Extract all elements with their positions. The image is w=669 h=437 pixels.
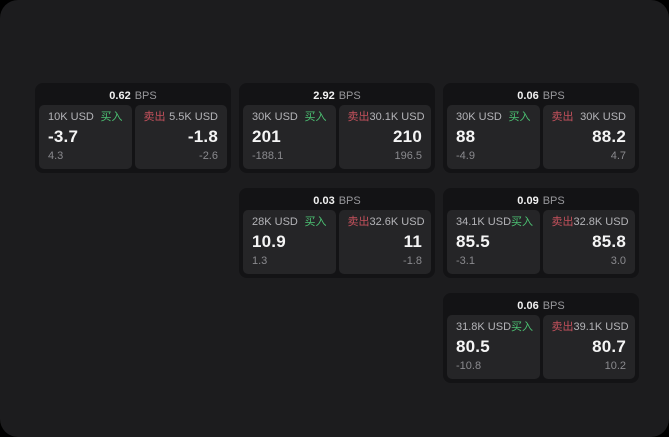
buy-panel[interactable]: 30K USD 买入 88 -4.9 xyxy=(447,105,540,169)
buy-delta: -188.1 xyxy=(252,150,284,162)
sell-amount: 32.8K USD xyxy=(573,216,629,228)
sell-price: 11 xyxy=(403,232,422,251)
sell-label: 卖出 xyxy=(551,111,574,123)
sell-amount: 39.1K USD xyxy=(573,321,629,333)
spread-value: 2.92 xyxy=(313,90,335,102)
spread-header: 0.06 BPS xyxy=(447,297,635,315)
buy-price: 88 xyxy=(456,127,476,146)
sell-panel[interactable]: 卖出 32.6K USD 11 -1.8 xyxy=(338,210,431,274)
quote-card: 2.92 BPS 30K USD 买入 201 -188.1 卖出 30.1K … xyxy=(239,83,435,173)
sell-amount: 30.1K USD xyxy=(369,111,425,123)
sell-price: -1.8 xyxy=(187,127,218,146)
quote-panels: 31.8K USD 买入 80.5 -10.8 卖出 39.1K USD 80.… xyxy=(447,315,635,379)
buy-label: 买入 xyxy=(100,111,123,123)
spread-header: 2.92 BPS xyxy=(243,87,431,105)
sell-delta: -1.8 xyxy=(403,255,422,267)
bps-label: BPS xyxy=(134,90,157,102)
buy-label: 买入 xyxy=(508,111,531,123)
buy-price: 85.5 xyxy=(456,232,490,251)
quote-panels: 28K USD 买入 10.9 1.3 卖出 32.6K USD 11 -1.8 xyxy=(243,210,431,274)
buy-price: -3.7 xyxy=(48,127,79,146)
buy-panel[interactable]: 30K USD 买入 201 -188.1 xyxy=(243,105,336,169)
bps-label: BPS xyxy=(542,90,565,102)
sell-price: 210 xyxy=(393,127,422,146)
spread-header: 0.62 BPS xyxy=(39,87,227,105)
spread-header: 0.09 BPS xyxy=(447,192,635,210)
buy-delta: -10.8 xyxy=(456,360,482,372)
buy-panel[interactable]: 31.8K USD 买入 80.5 -10.8 xyxy=(447,315,540,379)
buy-amount: 34.1K USD xyxy=(456,216,512,228)
sell-delta: 196.5 xyxy=(394,150,422,162)
buy-price: 201 xyxy=(252,127,281,146)
quote-panels: 34.1K USD 买入 85.5 -3.1 卖出 32.8K USD 85.8… xyxy=(447,210,635,274)
quote-card-grid: 0.62 BPS 10K USD 买入 -3.7 4.3 卖出 5.5K USD xyxy=(35,83,639,383)
buy-panel[interactable]: 10K USD 买入 -3.7 4.3 xyxy=(39,105,132,169)
sell-label: 卖出 xyxy=(347,216,370,228)
buy-amount: 30K USD xyxy=(456,111,502,123)
quote-card: 0.62 BPS 10K USD 买入 -3.7 4.3 卖出 5.5K USD xyxy=(35,83,231,173)
buy-label: 买入 xyxy=(511,321,534,333)
spread-value: 0.06 xyxy=(517,90,539,102)
sell-delta: 3.0 xyxy=(610,255,626,267)
spread-header: 0.06 BPS xyxy=(447,87,635,105)
sell-delta: 10.2 xyxy=(604,360,626,372)
sell-label: 卖出 xyxy=(551,321,574,333)
sell-price: 80.7 xyxy=(592,337,626,356)
spread-value: 0.09 xyxy=(517,195,539,207)
buy-amount: 10K USD xyxy=(48,111,94,123)
quote-card: 0.06 BPS 31.8K USD 买入 80.5 -10.8 卖出 39.1… xyxy=(443,293,639,383)
sell-delta: -2.6 xyxy=(199,150,218,162)
buy-label: 买入 xyxy=(304,216,327,228)
bps-label: BPS xyxy=(338,90,361,102)
sell-amount: 5.5K USD xyxy=(169,111,218,123)
sell-panel[interactable]: 卖出 39.1K USD 80.7 10.2 xyxy=(542,315,635,379)
buy-amount: 28K USD xyxy=(252,216,298,228)
buy-price: 80.5 xyxy=(456,337,490,356)
buy-delta: -3.1 xyxy=(456,255,475,267)
spread-value: 0.03 xyxy=(313,195,335,207)
sell-amount: 30K USD xyxy=(580,111,626,123)
buy-panel[interactable]: 34.1K USD 买入 85.5 -3.1 xyxy=(447,210,540,274)
sell-panel[interactable]: 卖出 30K USD 88.2 4.7 xyxy=(542,105,635,169)
sell-panel[interactable]: 卖出 30.1K USD 210 196.5 xyxy=(338,105,431,169)
sell-amount: 32.6K USD xyxy=(369,216,425,228)
buy-delta: 1.3 xyxy=(252,255,268,267)
spread-header: 0.03 BPS xyxy=(243,192,431,210)
buy-price: 10.9 xyxy=(252,232,286,251)
bps-label: BPS xyxy=(542,300,565,312)
quote-panels: 30K USD 买入 201 -188.1 卖出 30.1K USD 210 1… xyxy=(243,105,431,169)
buy-amount: 31.8K USD xyxy=(456,321,512,333)
spread-value: 0.06 xyxy=(517,300,539,312)
buy-delta: -4.9 xyxy=(456,150,475,162)
bps-label: BPS xyxy=(542,195,565,207)
quote-card: 0.03 BPS 28K USD 买入 10.9 1.3 卖出 32.6K US… xyxy=(239,188,435,278)
buy-panel[interactable]: 28K USD 买入 10.9 1.3 xyxy=(243,210,336,274)
sell-panel[interactable]: 卖出 5.5K USD -1.8 -2.6 xyxy=(134,105,227,169)
sell-delta: 4.7 xyxy=(610,150,626,162)
bps-label: BPS xyxy=(338,195,361,207)
spread-value: 0.62 xyxy=(109,90,131,102)
buy-amount: 30K USD xyxy=(252,111,298,123)
sell-price: 85.8 xyxy=(592,232,626,251)
quote-card: 0.06 BPS 30K USD 买入 88 -4.9 卖出 30K USD xyxy=(443,83,639,173)
sell-price: 88.2 xyxy=(592,127,626,146)
buy-label: 买入 xyxy=(511,216,534,228)
quote-card: 0.09 BPS 34.1K USD 买入 85.5 -3.1 卖出 32.8K… xyxy=(443,188,639,278)
buy-label: 买入 xyxy=(304,111,327,123)
sell-label: 卖出 xyxy=(347,111,370,123)
sell-panel[interactable]: 卖出 32.8K USD 85.8 3.0 xyxy=(542,210,635,274)
sell-label: 卖出 xyxy=(143,111,166,123)
quote-panels: 30K USD 买入 88 -4.9 卖出 30K USD 88.2 4.7 xyxy=(447,105,635,169)
sell-label: 卖出 xyxy=(551,216,574,228)
quote-panels: 10K USD 买入 -3.7 4.3 卖出 5.5K USD -1.8 -2.… xyxy=(39,105,227,169)
buy-delta: 4.3 xyxy=(48,150,64,162)
